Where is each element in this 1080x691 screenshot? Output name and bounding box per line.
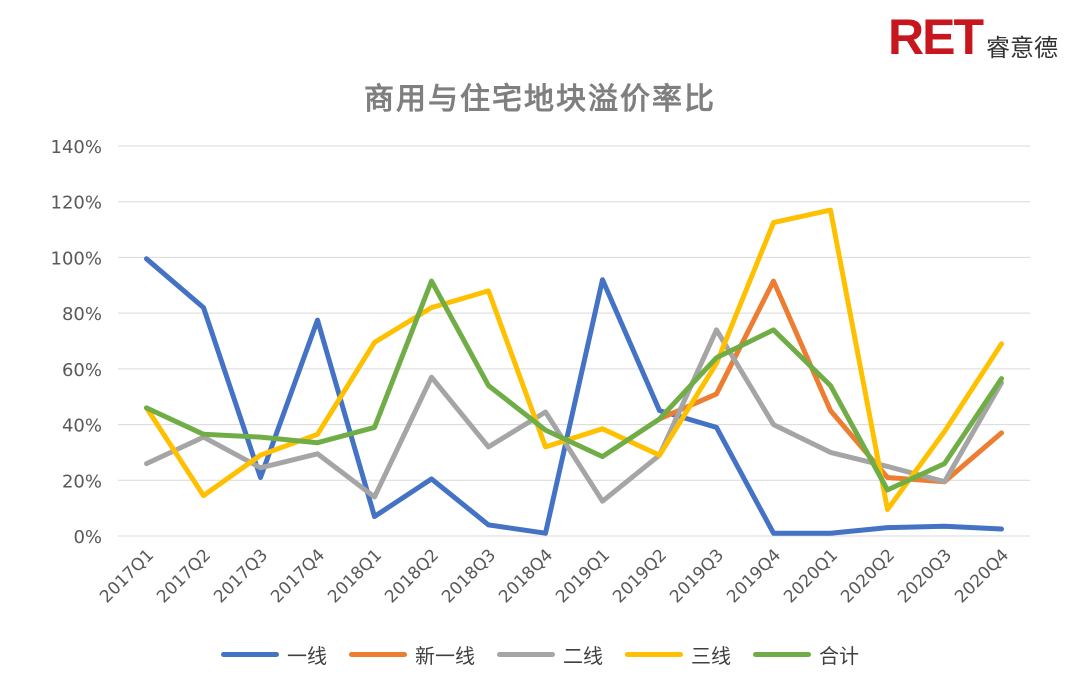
y-tick-label: 100% [51,248,102,269]
x-tick-label: 2018Q2 [381,545,443,607]
legend-item: 一线 [221,640,327,669]
x-tick-label: 2019Q1 [552,545,614,607]
legend-label: 二线 [563,644,603,668]
x-tick-label: 2020Q1 [780,545,842,607]
series-line-三线 [144,207,1004,512]
x-tick-label: 2017Q3 [210,545,272,607]
legend-swatch [753,652,811,657]
y-tick-label: 60% [62,360,102,381]
legend-item: 合计 [753,640,859,669]
x-tick-label: 2017Q1 [96,545,158,607]
x-tick-label: 2018Q4 [495,545,557,607]
y-tick-label: 40% [62,416,102,437]
x-tick-label: 2018Q1 [324,545,386,607]
brand-logo: RET 睿意德 [888,12,1058,62]
chart-legend: 一线 新一线 二线 三线 合计 [0,640,1080,669]
x-tick-label: 2017Q2 [153,545,215,607]
x-tick-label: 2017Q4 [267,545,329,607]
x-tick-label: 2019Q4 [723,545,785,607]
logo-mark: RET [888,9,984,65]
x-tick-label: 2020Q4 [951,545,1013,607]
y-tick-label: 140% [51,137,102,158]
y-tick-label: 0% [73,527,102,548]
legend-swatch [625,652,683,657]
legend-label: 三线 [691,644,731,668]
logo-text: 睿意德 [986,34,1058,62]
legend-item: 新一线 [349,640,475,669]
y-tick-label: 80% [62,304,102,325]
legend-label: 一线 [287,644,327,668]
legend-swatch [349,652,407,657]
legend-label: 新一线 [415,644,475,668]
x-tick-label: 2020Q3 [894,545,956,607]
x-tick-label: 2020Q2 [837,545,899,607]
x-tick-label: 2019Q2 [609,545,671,607]
x-tick-label: 2018Q3 [438,545,500,607]
series-line-合计 [144,278,1004,493]
series-line-一线 [144,256,1004,536]
y-tick-label: 120% [51,193,102,214]
legend-swatch [221,652,279,657]
legend-item: 三线 [625,640,731,669]
legend-label: 合计 [819,644,859,668]
series-line-二线 [144,327,1004,504]
chart-title: 商用与住宅地块溢价率比 [364,82,716,117]
legend-swatch [497,652,555,657]
y-tick-label: 20% [62,471,102,492]
x-tick-label: 2019Q3 [666,545,728,607]
legend-item: 二线 [497,640,603,669]
